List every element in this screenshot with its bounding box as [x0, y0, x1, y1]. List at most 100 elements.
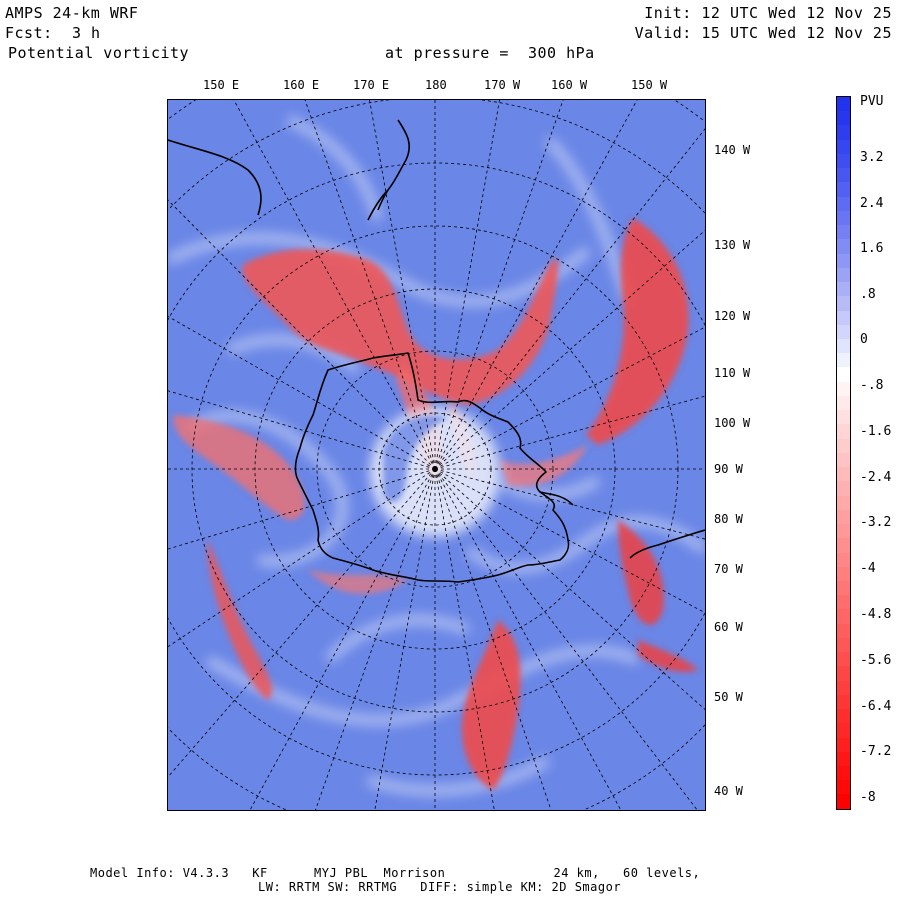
colorbar-step [837, 566, 850, 581]
colorbar-step [837, 310, 850, 325]
colorbar-step [837, 538, 850, 553]
colorbar-tick: -7.2 [860, 744, 892, 759]
colorbar-step [837, 239, 850, 254]
colorbar-step [837, 367, 850, 382]
model-info-line2: LW: RRTM SW: RRTMG DIFF: simple KM: 2D S… [258, 880, 622, 894]
colorbar-step [837, 737, 850, 752]
colorbar-step [837, 751, 850, 767]
new-zealand-coast [367, 119, 410, 221]
colorbar-step [837, 153, 850, 169]
colorbar-step [837, 168, 850, 183]
colorbar-step [837, 495, 850, 510]
colorbar-tick: -3.2 [860, 515, 892, 530]
colorbar-step [837, 353, 850, 368]
colorbar-step [837, 467, 850, 482]
light-pv-bands [168, 115, 705, 796]
colorbar-step [837, 338, 850, 354]
coastlines [168, 119, 705, 583]
colorbar-step [837, 253, 850, 268]
colorbar [836, 96, 851, 810]
lon-label-right: 50 W [714, 690, 743, 704]
lon-label-top: 160 W [551, 78, 588, 92]
colorbar-step [837, 666, 850, 681]
colorbar-step [837, 524, 850, 539]
colorbar-step [837, 694, 850, 710]
antarctic-peninsula [539, 491, 574, 506]
colorbar-step [837, 282, 850, 297]
colorbar-tick: -5.6 [860, 653, 892, 668]
colorbar-tick: -1.6 [860, 424, 892, 439]
colorbar-tick: 1.6 [860, 241, 884, 256]
australia-coast [168, 139, 262, 216]
colorbar-step [837, 723, 850, 738]
colorbar-step [837, 97, 850, 112]
lon-label-right: 70 W [714, 562, 743, 576]
colorbar-step [837, 766, 850, 781]
lon-label-right: 60 W [714, 620, 743, 634]
lon-label-right: 140 W [714, 143, 751, 157]
colorbar-step [837, 595, 850, 610]
lon-label-top: 150 W [631, 78, 668, 92]
lon-label-right: 90 W [714, 462, 743, 476]
potential-vorticity-map [167, 99, 706, 811]
colorbar-tick: -2.4 [860, 470, 892, 485]
lon-label-top: 160 E [283, 78, 320, 92]
colorbar-step [837, 225, 850, 240]
colorbar-tick: -4.8 [860, 607, 892, 622]
colorbar-tick: -.8 [860, 378, 884, 393]
colorbar-step [837, 623, 850, 638]
colorbar-step [837, 210, 850, 226]
colorbar-tick: -4 [860, 561, 876, 576]
colorbar-step [837, 609, 850, 624]
colorbar-step [837, 637, 850, 653]
colorbar-step [837, 509, 850, 525]
colorbar-step [837, 438, 850, 453]
colorbar-unit: PVU [860, 94, 884, 109]
colorbar-step [837, 580, 850, 596]
lon-label-top: 180 [425, 78, 447, 92]
lon-label-right: 100 W [714, 416, 751, 430]
field-name: Potential vorticity [8, 44, 190, 62]
colorbar-step [837, 780, 850, 795]
colorbar-tick: 2.4 [860, 196, 884, 211]
init-time: Init: 12 UTC Wed 12 Nov 25 [644, 4, 892, 22]
lon-label-right: 40 W [714, 784, 743, 798]
colorbar-step [837, 125, 850, 140]
colorbar-step [837, 395, 850, 411]
south-america-coast [629, 529, 705, 559]
lon-label-top: 150 E [203, 78, 240, 92]
colorbar-step [837, 680, 850, 695]
colorbar-step [837, 139, 850, 154]
model-info-line1: Model Info: V4.3.3 KF MYJ PBL Morrison 2… [90, 866, 701, 880]
colorbar-step [837, 196, 850, 211]
lon-label-top: 170 W [484, 78, 521, 92]
colorbar-step [837, 410, 850, 425]
lon-label-right: 80 W [714, 512, 743, 526]
colorbar-step [837, 111, 850, 126]
forecast-value: 3 h [72, 24, 101, 42]
colorbar-step [837, 182, 850, 197]
lon-label-right: 120 W [714, 309, 751, 323]
pressure-level: at pressure = 300 hPa [385, 44, 595, 62]
colorbar-step [837, 794, 850, 809]
colorbar-tick: -8 [860, 790, 876, 805]
lon-label-right: 110 W [714, 366, 751, 380]
lon-label-right: 130 W [714, 238, 751, 252]
colorbar-step [837, 324, 850, 339]
colorbar-step [837, 709, 850, 724]
colorbar-tick: 3.2 [860, 150, 884, 165]
lon-label-top: 170 E [353, 78, 390, 92]
colorbar-step [837, 552, 850, 567]
antarctica-coast [294, 352, 570, 583]
colorbar-step [837, 267, 850, 283]
colorbar-tick: -6.4 [860, 699, 892, 714]
meridians [168, 100, 705, 810]
forecast-label: Fcst: [5, 24, 53, 42]
model-title: AMPS 24-km WRF [5, 4, 139, 22]
map-svg [168, 100, 705, 810]
colorbar-step [837, 296, 850, 311]
colorbar-tick: 0 [860, 332, 868, 347]
valid-time: Valid: 15 UTC Wed 12 Nov 25 [634, 24, 892, 42]
colorbar-step [837, 381, 850, 396]
colorbar-step [837, 481, 850, 496]
